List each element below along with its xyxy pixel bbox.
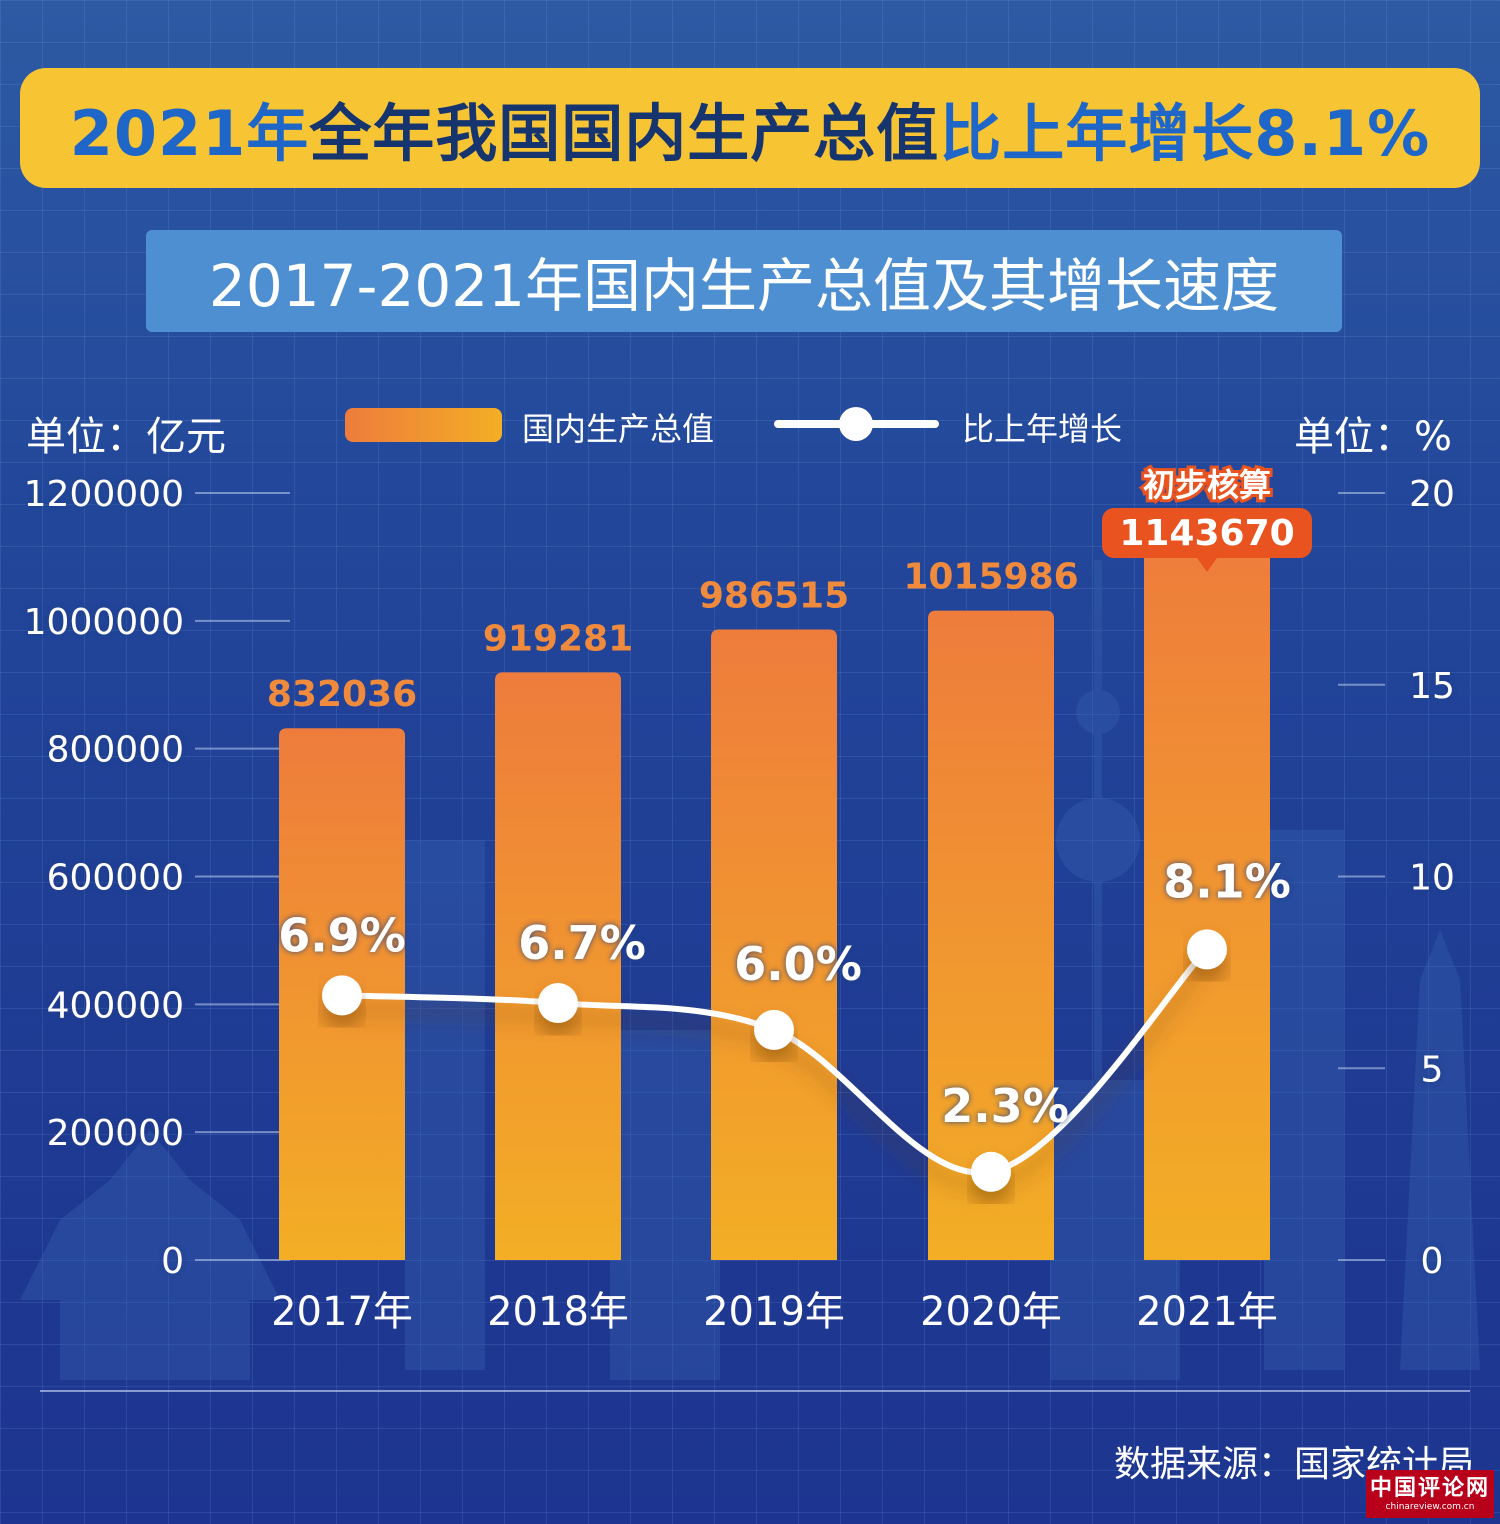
x-tick-label: 2020年: [920, 1289, 1062, 1335]
gdp-bar: [1144, 529, 1270, 1260]
headline-year: 2021年: [69, 97, 310, 170]
y-left-tick-label: 600000: [47, 858, 184, 899]
gdp-bar-value-label: 986515: [699, 575, 849, 616]
chart-subtitle: 2017-2021年国内生产总值及其增长速度: [146, 230, 1342, 332]
growth-value-label: 8.1%: [1163, 854, 1291, 908]
y-left-tick-label: 400000: [47, 985, 184, 1026]
growth-value-label: 6.9%: [278, 908, 406, 962]
footer-divider: [40, 1390, 1470, 1392]
headline-banner: 2021年 全年我国国内生产总值 比上年增长8.1%: [20, 68, 1480, 188]
right-axis-unit: 单位：%: [1294, 414, 1453, 460]
growth-value-label: 6.7%: [518, 916, 646, 970]
gdp-bar: [928, 610, 1054, 1260]
y-left-tick-label: 1200000: [24, 474, 184, 515]
gdp-bar-value-label: 919281: [483, 618, 633, 659]
x-tick-label: 2021年: [1136, 1289, 1278, 1335]
growth-value-label: 6.0%: [734, 937, 862, 991]
callout-value: 1143670: [1119, 513, 1294, 554]
y-right-tick-label: 5: [1421, 1049, 1444, 1090]
headline-growth: 比上年增长8.1%: [939, 97, 1431, 170]
gdp-bar-value-label: 1015986: [903, 557, 1078, 598]
y-right-tick-label: 15: [1409, 666, 1455, 707]
legend-bar-swatch: [345, 408, 502, 442]
growth-point: [754, 1009, 794, 1050]
callout-pointer: [1197, 558, 1217, 572]
callout-label: 初步核算: [1143, 466, 1271, 504]
gdp-bar: [495, 672, 621, 1260]
callout-box: [1102, 508, 1312, 558]
growth-point: [322, 975, 362, 1016]
growth-point: [1187, 929, 1227, 970]
gdp-bar-value-label: 832036: [267, 674, 417, 715]
watermark-logo: 中国评论网 chinareview.com.cn: [1366, 1470, 1494, 1518]
legend-bar-label: 国内生产总值: [522, 410, 715, 448]
watermark-sub: chinareview.com.cn: [1385, 1501, 1475, 1512]
legend-line-swatch: [774, 407, 939, 441]
y-right-tick-label: 10: [1409, 858, 1455, 899]
x-tick-label: 2017年: [271, 1289, 413, 1335]
headline-subject: 全年我国国内生产总值: [309, 97, 940, 170]
watermark-main: 中国评论网: [1369, 1475, 1490, 1501]
growth-point: [971, 1151, 1011, 1192]
y-right-tick-label: 0: [1421, 1241, 1444, 1282]
growth-point: [538, 983, 578, 1024]
growth-value-label: 2.3%: [941, 1079, 1069, 1133]
y-left-tick-label: 1000000: [24, 602, 184, 643]
y-right-tick-label: 20: [1409, 474, 1455, 515]
x-tick-label: 2018年: [487, 1289, 629, 1335]
left-axis-unit: 单位：亿元: [26, 414, 226, 460]
gdp-bar: [711, 629, 837, 1260]
y-left-tick-label: 0: [161, 1241, 184, 1282]
y-left-tick-label: 200000: [47, 1113, 184, 1154]
growth-line: [341, 947, 1210, 1176]
y-left-tick-label: 800000: [47, 730, 184, 771]
x-tick-label: 2019年: [703, 1289, 845, 1335]
legend-line-label: 比上年增长: [962, 410, 1123, 448]
